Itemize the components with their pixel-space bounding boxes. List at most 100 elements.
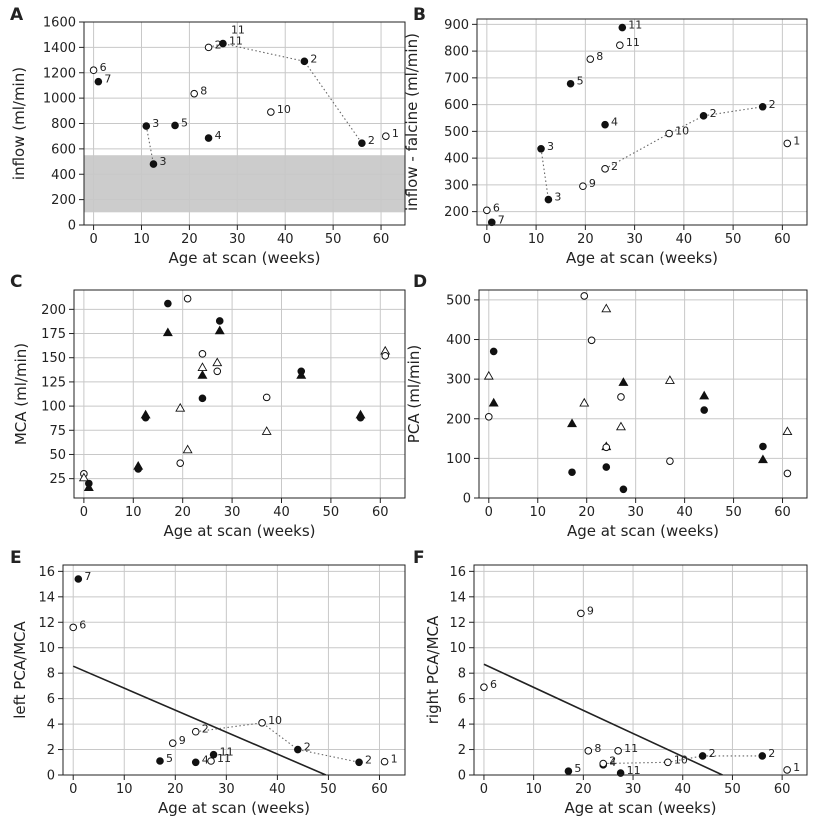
- point-label: 9: [179, 734, 186, 747]
- x-tick-label: 40: [674, 782, 691, 797]
- x-tick-label: 0: [485, 505, 493, 520]
- open-circle-marker: [382, 132, 390, 140]
- y-tick-label: 4: [458, 718, 466, 733]
- y-tick-label: 8: [458, 667, 466, 682]
- y-tick-label: 900: [444, 18, 469, 33]
- panel-letter: A: [10, 5, 24, 25]
- regression-line: [483, 663, 723, 775]
- filled-circle-marker: [544, 195, 553, 204]
- point-label: 4: [609, 756, 616, 769]
- point-label: 10: [277, 103, 291, 116]
- open-triangle-marker: [78, 472, 89, 482]
- filled-triangle-marker: [162, 327, 173, 337]
- x-tick-label: 50: [725, 505, 742, 520]
- x-tick-label: 10: [116, 782, 133, 797]
- x-tick-label: 50: [724, 782, 741, 797]
- x-tick-label: 60: [371, 782, 388, 797]
- dotted-link: [603, 755, 763, 765]
- point-label: 9: [587, 604, 594, 617]
- filled-circle-marker: [698, 752, 707, 760]
- y-tick-label: 600: [51, 142, 76, 157]
- panel-letter: B: [413, 5, 426, 25]
- y-tick-label: 10: [38, 641, 55, 656]
- y-tick-label: 16: [38, 565, 55, 580]
- x-tick-label: 50: [323, 505, 340, 520]
- y-tick-label: 500: [446, 293, 471, 308]
- x-tick-label: 50: [725, 232, 742, 247]
- open-circle-marker: [783, 139, 792, 148]
- point-label: 2: [365, 753, 372, 766]
- y-tick-label: 300: [444, 178, 469, 193]
- filled-circle-marker: [134, 465, 143, 473]
- y-axis-label: PCA (ml/min): [405, 345, 423, 443]
- y-tick-label: 1000: [43, 92, 76, 107]
- x-tick-label: 0: [483, 232, 491, 247]
- point-label: 11: [628, 19, 642, 32]
- point-label: 6: [100, 61, 107, 74]
- y-tick-label: 4: [47, 718, 55, 733]
- filled-circle-marker: [204, 134, 213, 142]
- point-label: 2: [710, 107, 717, 120]
- y-tick-label: 200: [51, 193, 76, 208]
- filled-circle-marker: [537, 144, 545, 153]
- y-tick-label: 1600: [43, 16, 76, 31]
- filled-circle-marker: [300, 57, 309, 66]
- x-tick-label: 50: [325, 232, 342, 247]
- filled-circle-marker: [356, 413, 365, 422]
- filled-triangle-marker: [618, 377, 629, 386]
- y-axis-label: MCA (ml/min): [12, 343, 30, 445]
- x-tick-label: 0: [89, 232, 97, 247]
- x-tick-label: 30: [627, 505, 644, 520]
- filled-circle-marker: [156, 757, 164, 765]
- panel-a: 0 10 20 30 40 50 60020040060080010001200140016…: [10, 5, 406, 267]
- y-tick-label: 400: [444, 152, 469, 167]
- point-label: 1: [391, 753, 398, 766]
- plot-frame: [83, 21, 406, 226]
- point-label: 7: [498, 213, 505, 226]
- filled-triangle-marker: [296, 370, 307, 379]
- filled-circle-marker: [489, 347, 498, 356]
- point-label: 6: [490, 678, 497, 691]
- filled-circle-marker: [487, 218, 496, 227]
- point-label: 2: [769, 98, 776, 111]
- filled-circle-marker: [699, 112, 708, 120]
- y-tick-label: 6: [47, 692, 55, 707]
- y-axis-label: right PCA/MCA: [424, 615, 442, 724]
- y-tick-label: 175: [41, 327, 66, 342]
- open-triangle-marker: [182, 444, 193, 454]
- y-tick-label: 2: [458, 743, 466, 758]
- y-tick-label: 2: [47, 743, 55, 758]
- filled-circle-marker: [564, 767, 573, 775]
- x-tick-label: 20: [181, 232, 198, 247]
- y-tick-label: 150: [41, 351, 66, 366]
- filled-circle-marker: [758, 102, 767, 111]
- filled-circle-marker: [759, 442, 767, 451]
- open-circle-marker: [176, 459, 185, 467]
- open-circle-marker: [666, 457, 674, 465]
- open-circle-marker: [381, 351, 390, 360]
- x-tick-label: 40: [676, 232, 693, 247]
- point-label: 8: [594, 742, 601, 755]
- point-label: 10: [675, 125, 689, 138]
- grid-lines: [479, 290, 807, 499]
- point-label: 10: [268, 714, 282, 727]
- y-tick-label: 100: [446, 452, 471, 467]
- point-label: 1: [392, 127, 399, 140]
- filled-triangle-marker: [214, 325, 225, 335]
- open-circle-marker: [207, 757, 215, 765]
- x-tick-label: 60: [774, 782, 791, 797]
- filled-circle-marker: [358, 139, 366, 147]
- x-tick-label: 0: [80, 505, 88, 520]
- grid-lines: [474, 565, 807, 776]
- panel-letter: F: [413, 548, 425, 568]
- x-axis-label: Age at scan (weeks): [564, 799, 716, 817]
- y-tick-label: 100: [41, 400, 66, 415]
- filled-triangle-marker: [488, 397, 499, 407]
- y-tick-label: 0: [68, 219, 76, 234]
- y-tick-label: 800: [51, 117, 76, 132]
- open-circle-marker: [617, 393, 625, 401]
- filled-circle-marker: [618, 23, 627, 32]
- filled-circle-marker: [141, 413, 150, 422]
- point-label: 11: [229, 35, 243, 48]
